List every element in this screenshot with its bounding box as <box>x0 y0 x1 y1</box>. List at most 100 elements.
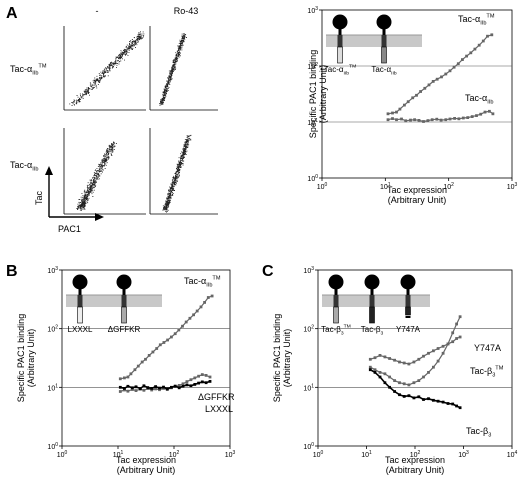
data-point <box>208 380 212 383</box>
y-axis-label: Specific PAC1 binding(Arbitrary Unit) <box>16 314 36 402</box>
inset-label-1: Tac-αIIb <box>371 65 397 77</box>
data-point <box>118 377 122 381</box>
data-point <box>373 368 377 372</box>
data-point <box>378 375 382 379</box>
data-point <box>138 387 142 390</box>
data-point <box>192 313 195 317</box>
data-point <box>388 357 391 360</box>
data-point <box>123 376 126 380</box>
data-point <box>199 305 203 309</box>
data-point <box>490 33 494 37</box>
data-point <box>488 109 491 113</box>
data-point <box>189 378 193 382</box>
x-tick-label-2: 102 <box>410 450 421 459</box>
data-point <box>400 117 403 121</box>
data-point <box>426 119 430 122</box>
data-point <box>118 390 122 393</box>
data-point <box>455 322 458 326</box>
data-point <box>458 406 462 410</box>
data-point <box>197 374 200 378</box>
data-point <box>123 387 126 390</box>
x-tick-label-3: 103 <box>225 450 236 459</box>
flow-x-axis-label: PAC1 <box>58 224 81 234</box>
x-tick-label-0: 100 <box>57 450 68 459</box>
data-point <box>203 301 206 304</box>
data-point <box>483 110 487 114</box>
data-point <box>388 385 391 389</box>
data-point <box>477 43 481 47</box>
data-point <box>150 388 154 392</box>
data-point <box>177 384 181 387</box>
flow-dot-plots <box>63 26 218 215</box>
data-point <box>413 118 416 122</box>
data-point <box>123 388 126 392</box>
data-point <box>165 387 169 391</box>
data-point <box>151 350 155 354</box>
x-axis-label: Tac expression (Arbitrary Unit) <box>385 455 445 475</box>
data-point <box>129 372 133 376</box>
data-point <box>142 388 146 392</box>
panel-letter-c: C <box>262 263 274 280</box>
data-point <box>441 400 445 404</box>
data-point <box>158 343 162 347</box>
data-point <box>404 119 408 123</box>
x-tick-label-1: 101 <box>361 450 372 459</box>
data-point <box>200 380 204 384</box>
data-point <box>154 385 157 388</box>
panel-letter-a: A <box>6 5 18 22</box>
plot-frame <box>321 9 513 179</box>
y-tick-label-3: 103 <box>303 266 314 275</box>
data-point <box>432 365 435 369</box>
data-point <box>373 371 377 374</box>
x-axis-label: Tac expression (Arbitrary Unit) <box>387 185 447 205</box>
y-tick-label-2: 102 <box>47 325 58 334</box>
data-point <box>481 39 485 43</box>
data-point <box>388 375 391 379</box>
data-point <box>431 80 435 83</box>
data-point <box>200 373 204 376</box>
inset-receptor-1: ΔGFFKR <box>108 274 140 334</box>
data-point <box>155 347 159 350</box>
data-point <box>486 34 489 38</box>
data-point <box>177 386 181 390</box>
x-tick-label-3: 103 <box>507 182 518 191</box>
inset-label-1: Tac-β3 <box>361 325 384 337</box>
data-point <box>451 340 455 344</box>
data-point <box>407 362 411 366</box>
data-point <box>440 75 443 79</box>
data-point <box>150 387 154 390</box>
data-point <box>398 381 401 385</box>
data-point <box>453 117 456 120</box>
data-point <box>411 96 415 100</box>
data-point <box>455 337 458 340</box>
data-point <box>398 107 402 111</box>
data-point <box>383 381 387 385</box>
data-point <box>407 383 411 387</box>
data-point <box>432 349 435 353</box>
chart-c: 100 101 102 103 104 100 101 102 103 Tac expressio… <box>272 266 518 475</box>
data-point <box>407 394 411 398</box>
inset-membrane <box>322 295 430 307</box>
inset-receptor-1: Tac-αIIb <box>371 14 397 77</box>
data-point <box>181 324 184 328</box>
data-point <box>458 315 462 319</box>
inset-receptor-2: Y747A <box>396 274 421 334</box>
data-point <box>185 383 189 387</box>
data-point <box>368 365 372 369</box>
data-point <box>118 385 122 389</box>
data-point <box>465 54 468 58</box>
data-point <box>441 344 445 348</box>
series-line-2 <box>369 369 461 409</box>
data-point <box>430 118 434 122</box>
inset-membrane <box>326 35 422 47</box>
data-point <box>130 388 134 391</box>
x-tick-label-2: 102 <box>443 182 454 191</box>
flow-row-label-tac-aiib: Tac-αIIb <box>10 160 38 173</box>
data-point <box>393 358 396 362</box>
data-point <box>432 398 435 402</box>
data-point <box>368 368 372 372</box>
data-point <box>126 389 130 393</box>
data-point <box>427 83 431 87</box>
series-label-1: ΔGFFKR <box>198 392 235 402</box>
